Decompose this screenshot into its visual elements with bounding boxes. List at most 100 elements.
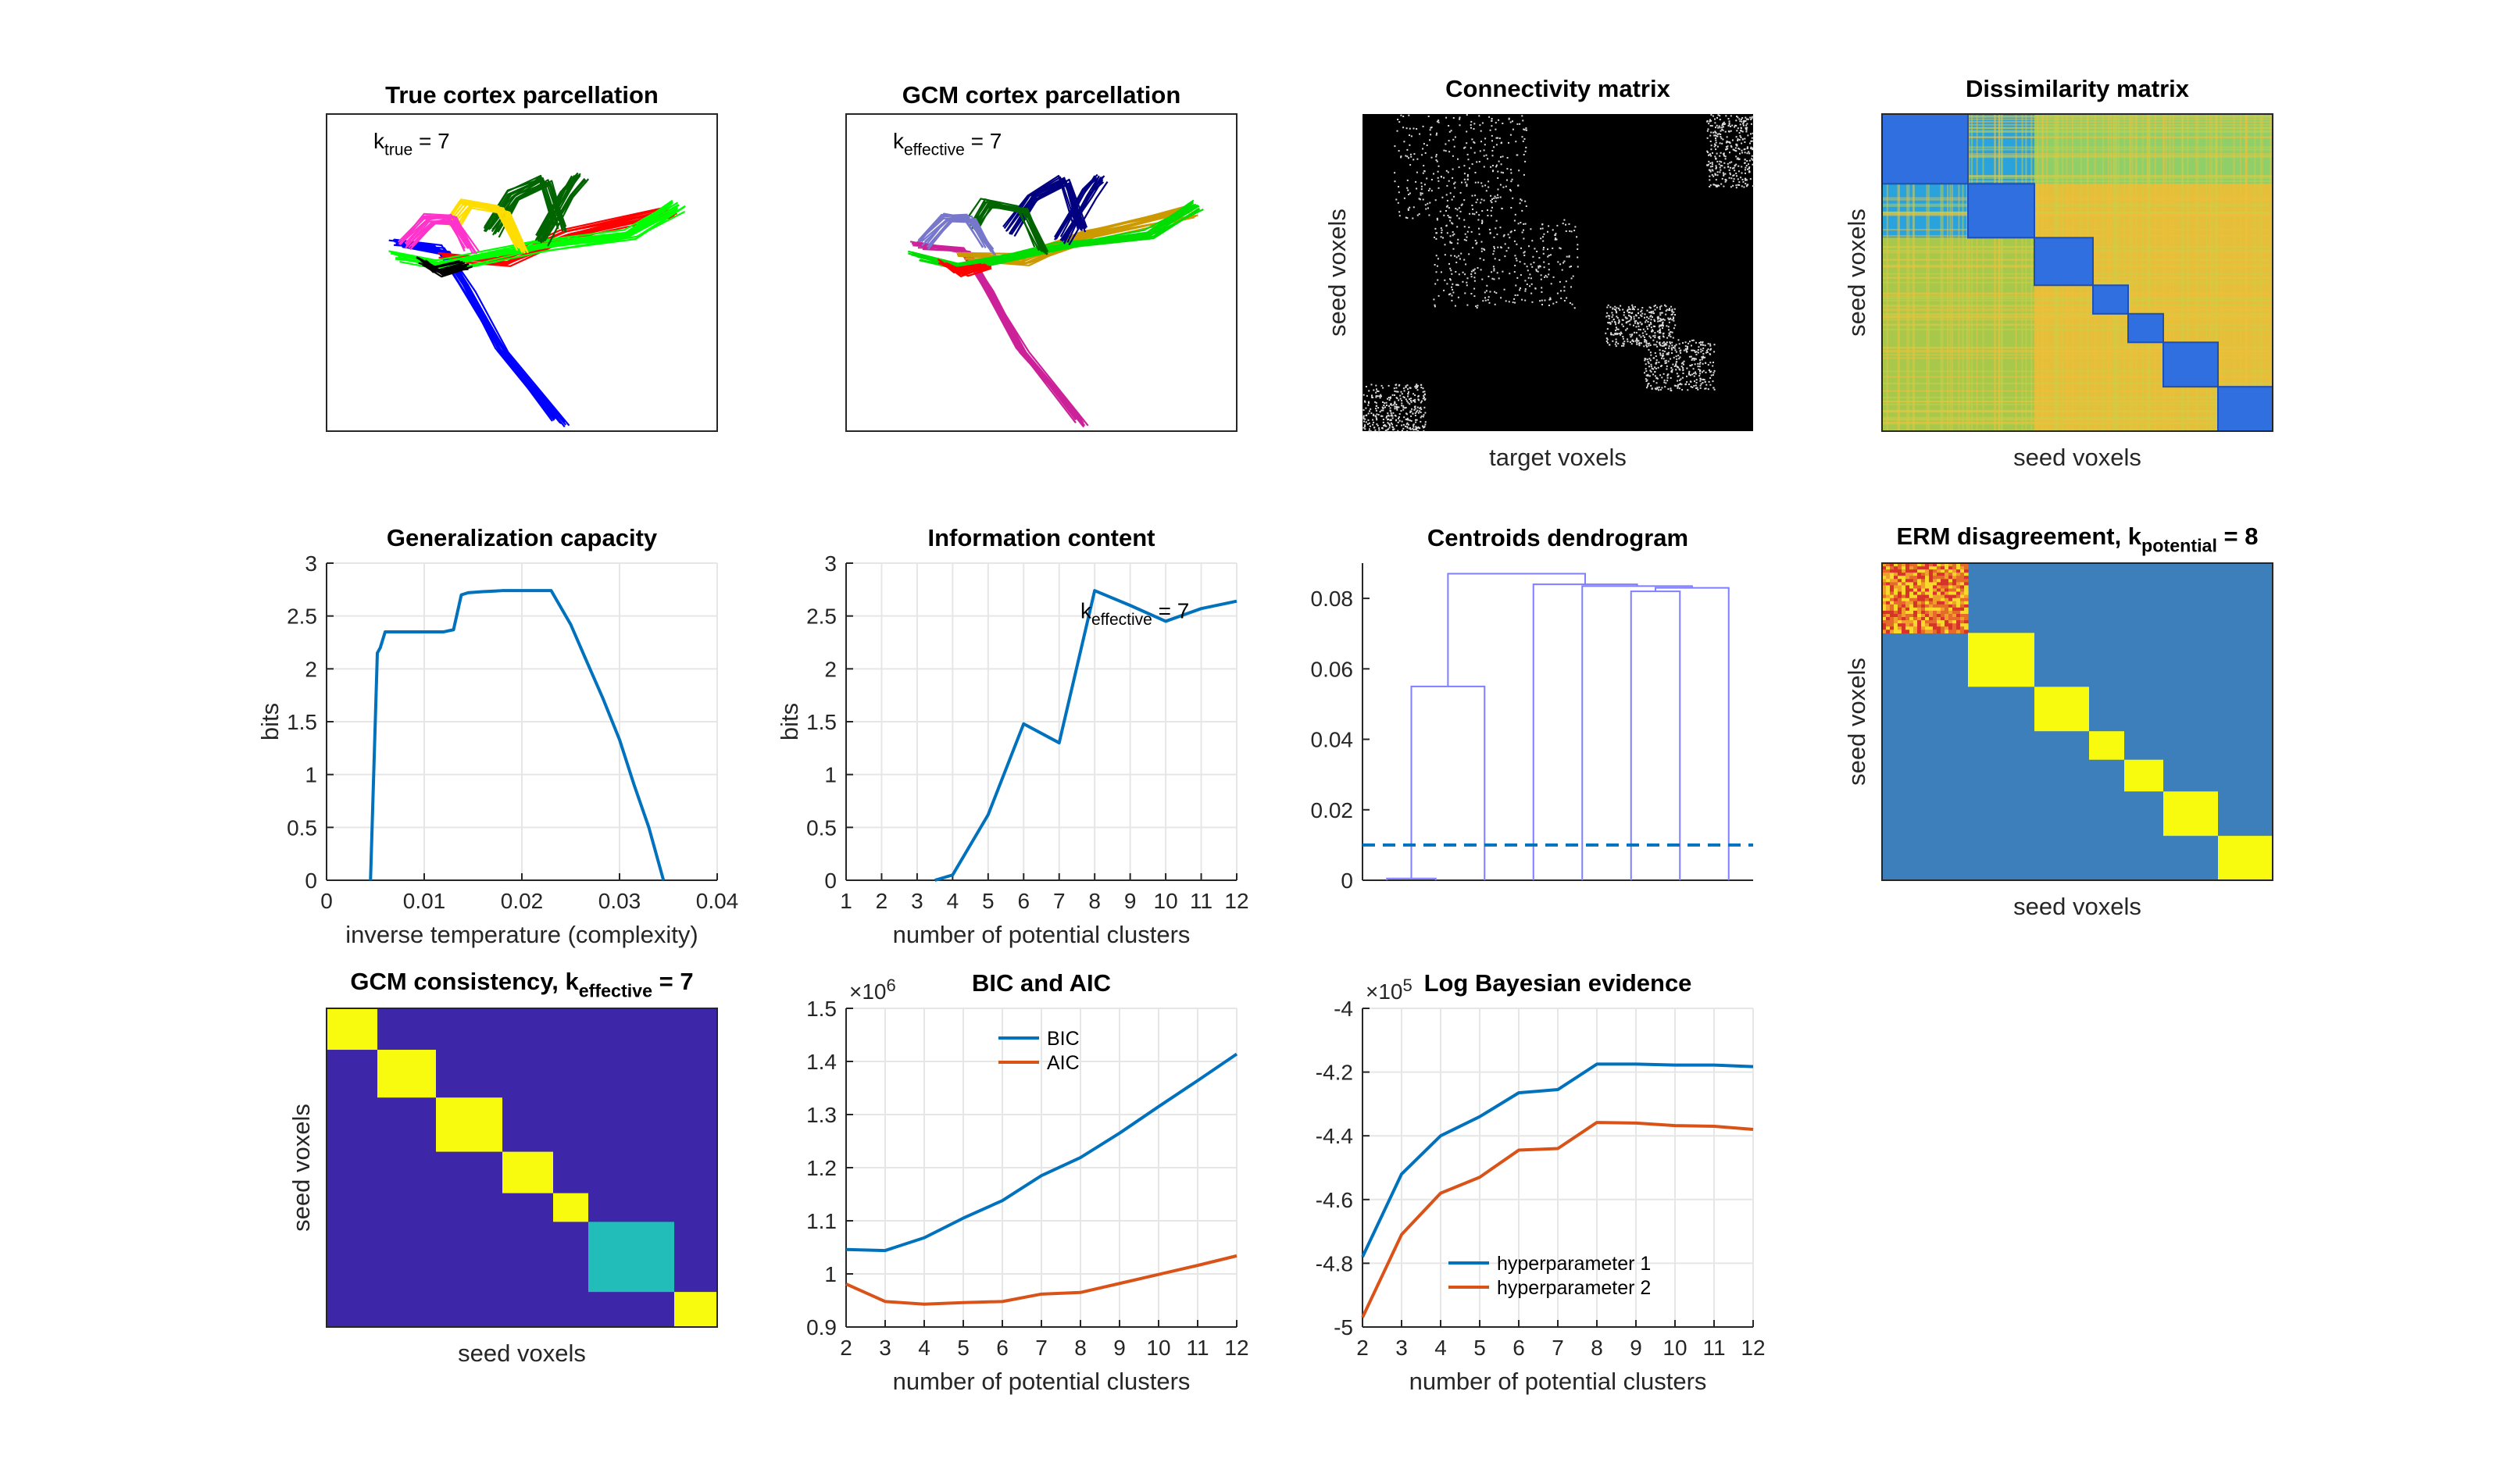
connection-dot	[1416, 406, 1419, 408]
y-tick-label: 1.5	[806, 710, 837, 734]
panel-title: Connectivity matrix	[1445, 75, 1670, 102]
connection-dot	[1452, 234, 1454, 237]
x-axis-label: number of potential clusters	[893, 921, 1191, 948]
noise-cell	[1905, 579, 1910, 583]
connection-dot	[1625, 317, 1627, 319]
connection-dot	[1436, 219, 1438, 221]
noise-cell	[1960, 598, 1965, 602]
noise-cell	[1964, 620, 1969, 624]
connection-dot	[1646, 374, 1648, 376]
connection-dot	[1741, 127, 1742, 130]
noise-cell	[1956, 626, 1961, 630]
y-tick-label: 0.06	[1311, 657, 1354, 681]
noise-cell	[1913, 630, 1918, 633]
connection-dot	[1750, 140, 1752, 142]
connection-dot	[1749, 116, 1752, 119]
connection-dot	[1635, 326, 1638, 328]
x-tick-label: 2	[840, 1336, 852, 1360]
connection-dot	[1646, 359, 1648, 361]
noise-cell	[1905, 576, 1910, 580]
connection-dot	[1367, 412, 1370, 415]
connection-dot	[1514, 301, 1516, 304]
connection-dot	[1648, 306, 1651, 309]
diagonal-block	[436, 1097, 502, 1152]
noise-cell	[1945, 626, 1949, 630]
connection-dot	[1420, 387, 1423, 389]
connection-dot	[1691, 359, 1693, 361]
connection-dot	[1664, 362, 1666, 364]
connection-dot	[1708, 154, 1710, 156]
connection-dot	[1679, 356, 1681, 359]
noise-cell	[1937, 594, 1941, 599]
noise-cell	[1925, 594, 1930, 599]
noise-cell	[1909, 576, 1914, 580]
noise-cell	[1925, 569, 1930, 573]
connection-dot	[1472, 269, 1474, 271]
noise-cell	[1913, 607, 1918, 612]
connection-dot	[1733, 174, 1735, 177]
connection-dot	[1397, 202, 1399, 204]
noise-cell	[1917, 594, 1922, 599]
connection-dot	[1540, 237, 1542, 240]
connection-dot	[1480, 141, 1482, 143]
connection-dot	[1530, 283, 1533, 285]
connection-dot	[1529, 273, 1531, 276]
connection-dot	[1402, 427, 1405, 430]
connection-dot	[1663, 350, 1666, 352]
connection-dot	[1698, 375, 1701, 377]
connection-dot	[1479, 257, 1481, 259]
noise-cell	[1937, 617, 1941, 621]
connection-dot	[1445, 116, 1448, 119]
noise-cell	[1964, 566, 1969, 570]
connection-dot	[1677, 366, 1679, 369]
connection-dot	[1496, 272, 1498, 274]
connection-dot	[1478, 214, 1480, 216]
texture-stripe	[2123, 114, 2126, 431]
connection-dot	[1471, 205, 1473, 206]
connection-dot	[1377, 414, 1380, 416]
connection-dot	[1648, 383, 1650, 384]
noise-cell	[1909, 594, 1914, 599]
connection-dot	[1472, 208, 1474, 210]
connection-dot	[1396, 408, 1398, 411]
connection-dot	[1662, 358, 1665, 360]
connection-dot	[1513, 230, 1516, 231]
connection-dot	[1569, 266, 1571, 268]
connection-dot	[1723, 173, 1725, 176]
noise-cell	[1917, 566, 1922, 570]
connection-dot	[1516, 243, 1518, 245]
connection-dot	[1655, 355, 1657, 357]
noise-cell	[1917, 591, 1922, 596]
connection-dot	[1402, 405, 1405, 407]
noise-cell	[1956, 594, 1961, 599]
connection-dot	[1659, 314, 1662, 316]
x-tick-label: 4	[1434, 1336, 1447, 1360]
connection-dot	[1710, 144, 1712, 147]
texture-stripe	[1882, 316, 2273, 318]
connection-dot	[1671, 344, 1673, 347]
connection-dot	[1712, 380, 1714, 383]
noise-cell	[1945, 610, 1949, 615]
connection-dot	[1369, 428, 1370, 430]
connection-dot	[1747, 134, 1749, 137]
connection-dot	[1660, 365, 1662, 367]
connection-dot	[1423, 399, 1426, 401]
connection-dot	[1464, 292, 1466, 294]
connection-dot	[1695, 353, 1698, 355]
noise-cell	[1964, 573, 1969, 576]
connection-dot	[1688, 370, 1691, 373]
connection-dot	[1423, 143, 1425, 145]
texture-stripe	[1882, 130, 2273, 132]
connection-dot	[1559, 280, 1561, 283]
connection-dot	[1395, 391, 1398, 393]
connection-dot	[1541, 287, 1543, 289]
noise-cell	[1894, 573, 1898, 576]
connection-dot	[1649, 337, 1652, 339]
y-tick-label: -4.8	[1316, 1251, 1353, 1275]
connection-dot	[1405, 412, 1407, 415]
connection-dot	[1673, 318, 1674, 320]
connection-dot	[1740, 177, 1742, 179]
connection-dot	[1705, 383, 1708, 386]
series-line	[1361, 1121, 1754, 1318]
y-tick-label: 0	[305, 869, 317, 893]
